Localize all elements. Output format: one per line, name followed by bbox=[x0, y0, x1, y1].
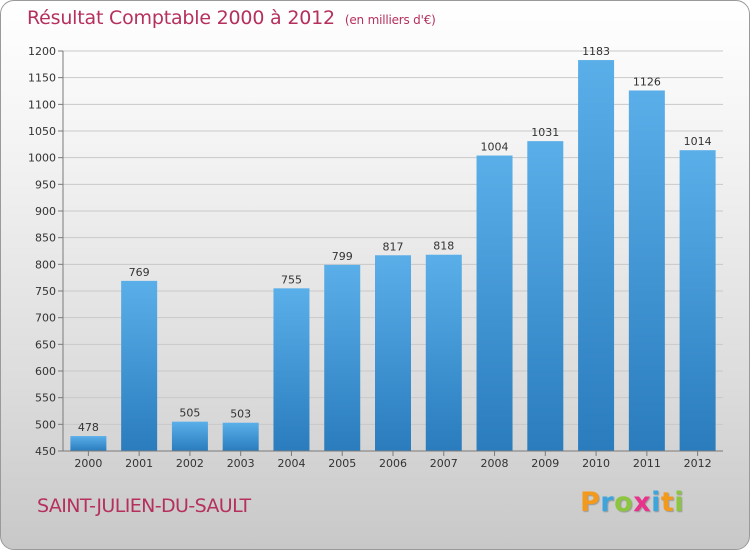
bar-value-label: 1031 bbox=[531, 126, 559, 139]
x-tick-label: 2007 bbox=[430, 457, 458, 470]
bar-2007 bbox=[425, 254, 462, 451]
x-tick-label: 2003 bbox=[227, 457, 255, 470]
bar-value-label: 1004 bbox=[481, 141, 509, 154]
y-tick-label: 750 bbox=[35, 285, 56, 298]
x-axis: 2000 2001 2002 2003 2004 2005 2006 2007 2008 2009… bbox=[63, 450, 723, 470]
bar-value-label: 818 bbox=[433, 240, 454, 253]
chart-unit: (en milliers d'€) bbox=[344, 13, 436, 27]
y-tick-label: 1100 bbox=[28, 98, 56, 111]
y-tick-label: 1150 bbox=[28, 72, 56, 85]
bar-value-label: 769 bbox=[129, 266, 150, 279]
bar-2011 bbox=[628, 90, 665, 451]
bar-value-label: 799 bbox=[332, 250, 353, 263]
bar-value-label: 755 bbox=[281, 273, 302, 286]
y-tick-label: 900 bbox=[35, 205, 56, 218]
y-tick-label: 600 bbox=[35, 365, 56, 378]
bar-2000 bbox=[70, 436, 107, 451]
x-tick-label: 2012 bbox=[684, 457, 712, 470]
logo-letter: r bbox=[600, 487, 615, 518]
bar-value-label: 1126 bbox=[633, 75, 661, 88]
chart-title: Résultat Comptable 2000 à 2012 (en millie… bbox=[27, 7, 436, 29]
town-name: SAINT-JULIEN-DU-SAULT bbox=[37, 495, 251, 517]
bar-2006 bbox=[375, 255, 411, 451]
proxiti-logo[interactable]: Proxiti bbox=[580, 487, 684, 518]
y-tick-label: 650 bbox=[35, 338, 56, 351]
x-tick-label: 2006 bbox=[379, 457, 407, 470]
bar-value-label: 1014 bbox=[684, 135, 712, 148]
logo-letter: i bbox=[674, 487, 685, 518]
bar-chart: 450 500 550 600 650 700 750 800 850 900 950 1000 105… bbox=[28, 45, 723, 470]
x-tick-label: 2004 bbox=[277, 457, 305, 470]
bar-value-label: 817 bbox=[383, 240, 404, 253]
y-tick-label: 1050 bbox=[28, 125, 56, 138]
bar-2003 bbox=[222, 422, 259, 451]
x-tick-label: 2001 bbox=[125, 457, 153, 470]
x-tick-label: 2008 bbox=[481, 457, 509, 470]
x-tick-label: 2010 bbox=[582, 457, 610, 470]
logo-letter: x bbox=[633, 487, 652, 518]
bar-value-label: 503 bbox=[230, 408, 251, 421]
x-tick-label: 2002 bbox=[176, 457, 204, 470]
y-tick-label: 800 bbox=[35, 258, 56, 271]
logo-letter: t bbox=[660, 487, 675, 518]
bar-value-label: 1183 bbox=[582, 45, 610, 58]
bar-2001 bbox=[121, 280, 158, 451]
bar-2010 bbox=[578, 60, 615, 452]
y-tick-label: 700 bbox=[35, 312, 56, 325]
bar-2002 bbox=[171, 421, 208, 451]
y-tick-label: 850 bbox=[35, 232, 56, 245]
logo-letter: o bbox=[614, 487, 634, 518]
bar-2005 bbox=[324, 264, 361, 451]
y-tick-label: 1200 bbox=[28, 45, 56, 58]
logo-letter: P bbox=[580, 487, 601, 518]
y-tick-label: 500 bbox=[35, 418, 56, 431]
x-tick-label: 2000 bbox=[74, 457, 102, 470]
bar-2009 bbox=[527, 141, 564, 451]
x-tick-label: 2005 bbox=[328, 457, 356, 470]
bar-value-label: 505 bbox=[179, 407, 200, 420]
bar-value-label: 478 bbox=[78, 421, 99, 434]
logo-letter: i bbox=[651, 487, 661, 518]
y-tick-label: 550 bbox=[35, 392, 56, 405]
bar-2008 bbox=[476, 155, 513, 452]
y-axis: 450 500 550 600 650 700 750 800 850 900 950 1000 105… bbox=[28, 45, 64, 458]
y-tick-label: 1000 bbox=[28, 152, 56, 165]
chart-title-text: Résultat Comptable 2000 à 2012 bbox=[27, 7, 335, 29]
x-tick-label: 2011 bbox=[633, 457, 661, 470]
y-tick-label: 450 bbox=[35, 445, 56, 458]
bar-2004 bbox=[273, 288, 310, 451]
bars: 478 769 505 503 755 799 817 818 1004 1031 1183 1126… bbox=[70, 45, 716, 452]
x-tick-label: 2009 bbox=[531, 457, 559, 470]
bar-2012 bbox=[679, 150, 716, 451]
y-tick-label: 950 bbox=[35, 178, 56, 191]
